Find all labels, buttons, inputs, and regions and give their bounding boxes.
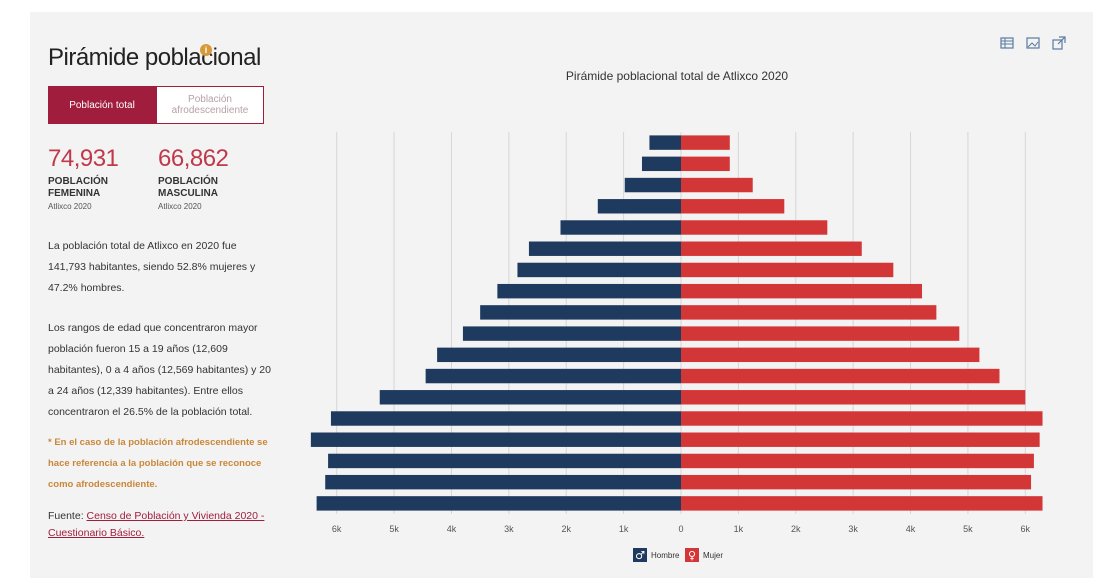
stat-female: 74,931 POBLACIÓN FEMENINA Atlixco 2020 — [48, 145, 158, 212]
bar-hombre — [497, 283, 681, 299]
x-tick-label: 5k — [389, 524, 399, 534]
chart-toolbar — [1000, 36, 1066, 50]
source-text: Fuente: Censo de Población y Vivienda 20… — [48, 508, 273, 542]
source-prefix: Fuente: — [48, 510, 87, 522]
bar-hombre — [379, 390, 681, 405]
bar-mujer — [681, 347, 980, 363]
bar-mujer — [681, 368, 1000, 384]
x-tick-label: 2k — [791, 524, 801, 534]
age-ranges-paragraph: Los rangos de edad que concentraron mayo… — [48, 322, 271, 418]
bar-hombre — [649, 135, 681, 150]
external-link-icon[interactable] — [1052, 36, 1066, 50]
bar-hombre — [560, 220, 681, 235]
source-link[interactable]: Censo de Población y Vivienda 2020 - Cue… — [48, 510, 265, 539]
bar-hombre — [437, 347, 681, 363]
bar-mujer — [681, 474, 1032, 490]
x-tick-label: 2k — [561, 524, 571, 534]
x-tick-label: 5k — [963, 524, 973, 534]
bar-hombre — [641, 156, 681, 172]
bar-mujer — [681, 135, 730, 150]
bar-mujer — [681, 326, 960, 341]
bar-mujer — [681, 305, 937, 320]
female-symbol-icon: ♀ — [688, 549, 696, 562]
bar-mujer — [681, 390, 1026, 405]
legend-mujer-label: Mujer — [703, 551, 723, 560]
tab-poblacion-afrodescendiente[interactable]: Población afrodescendiente — [156, 86, 264, 124]
afro-note: * En el caso de la población afrodescend… — [48, 437, 268, 490]
bar-hombre — [330, 411, 681, 426]
legend-hombre-swatch — [633, 548, 647, 562]
bar-hombre — [425, 368, 681, 384]
bar-hombre — [517, 262, 681, 278]
bar-mujer — [681, 432, 1040, 447]
bar-mujer — [681, 262, 894, 278]
stat-female-value: 74,931 — [48, 145, 119, 172]
bar-mujer — [681, 283, 923, 299]
bar-mujer — [681, 220, 828, 235]
x-tick-label: 1k — [619, 524, 629, 534]
x-tick-label: 1k — [734, 524, 744, 534]
bar-hombre — [597, 199, 681, 214]
bar-mujer — [681, 496, 1043, 511]
stat-female-label: POBLACIÓN FEMENINA — [48, 176, 108, 199]
bar-hombre — [462, 326, 681, 341]
population-tabs: Población total Población afrodescendien… — [48, 86, 264, 124]
x-tick-label: 3k — [848, 524, 858, 534]
x-tick-label: 3k — [504, 524, 514, 534]
population-pyramid-chart: Pirámide poblacional total de Atlixco 20… — [310, 69, 1043, 562]
chart-title: Pirámide poblacional total de Atlixco 20… — [566, 69, 788, 83]
bar-hombre — [480, 305, 681, 320]
bar-hombre — [316, 496, 681, 511]
bar-hombre — [624, 177, 681, 193]
stat-male-sub: Atlixco 2020 — [158, 202, 202, 211]
x-tick-label: 4k — [447, 524, 457, 534]
info-icon[interactable]: i — [200, 44, 212, 56]
bar-mujer — [681, 156, 730, 172]
bar-mujer — [681, 411, 1043, 426]
legend-hombre-label: Hombre — [651, 551, 680, 560]
summary-paragraph: La población total de Atlixco en 2020 fu… — [48, 240, 256, 294]
image-icon[interactable] — [1026, 36, 1040, 50]
bar-hombre — [328, 453, 681, 469]
bar-hombre — [325, 474, 681, 490]
bar-mujer — [681, 241, 862, 256]
x-tick-label: 6k — [332, 524, 342, 534]
x-tick-label: 4k — [906, 524, 916, 534]
stat-female-sub: Atlixco 2020 — [48, 202, 92, 211]
stats: 74,931 POBLACIÓN FEMENINA Atlixco 2020 6… — [48, 145, 268, 212]
bar-hombre — [310, 432, 681, 447]
stat-male-label: POBLACIÓN MASCULINA — [158, 176, 218, 199]
stat-male: 66,862 POBLACIÓN MASCULINA Atlixco 2020 — [158, 145, 268, 212]
bar-mujer — [681, 199, 785, 214]
x-tick-label: 6k — [1021, 524, 1031, 534]
bar-hombre — [528, 241, 681, 256]
page-title: Pirámide poblacional — [48, 44, 261, 71]
male-symbol-icon: ♂ — [635, 549, 645, 562]
bar-mujer — [681, 177, 753, 193]
stat-male-value: 66,862 — [158, 145, 229, 172]
table-icon[interactable] — [1000, 36, 1014, 50]
bar-mujer — [681, 453, 1034, 469]
legend-mujer-swatch — [685, 548, 699, 562]
x-tick-label: 0 — [678, 524, 683, 534]
tab-poblacion-total[interactable]: Población total — [48, 86, 156, 124]
